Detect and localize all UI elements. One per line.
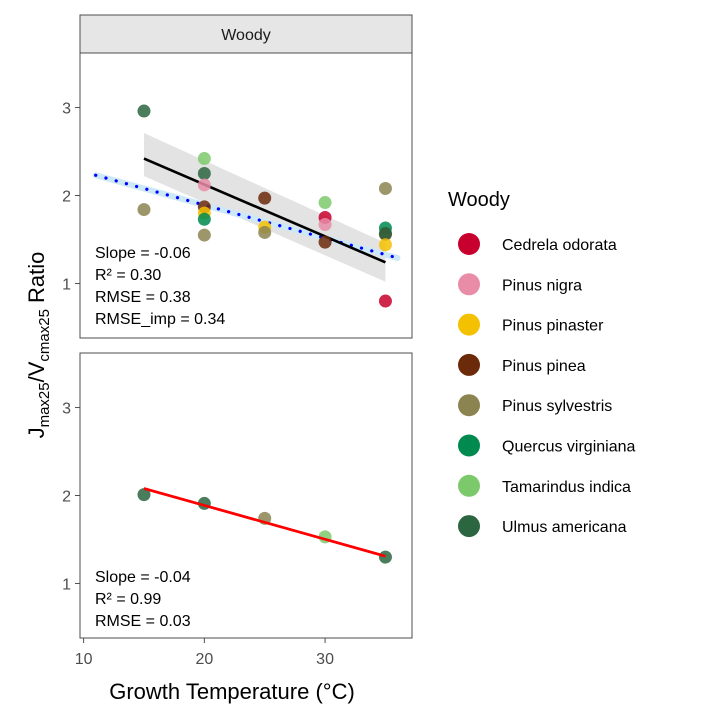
y-tick-label: 2	[62, 189, 71, 206]
x-axis: 10 20 30	[75, 638, 334, 668]
x-tick-label: 30	[316, 651, 334, 668]
legend-key-pinus-pinaster	[458, 313, 480, 336]
data-point-pinus-sylvestris	[137, 203, 151, 217]
data-point-ulmus-americana	[137, 488, 151, 502]
top-annotation-slope: Slope = -0.06	[95, 245, 191, 262]
data-point-ulmus-americana	[137, 104, 151, 118]
x-axis-title: Growth Temperature (°C)	[109, 679, 355, 704]
top-annotation-rmse: RMSE = 0.38	[95, 289, 191, 306]
y-tick-label: 2	[62, 489, 71, 506]
facet-strip-label: Woody	[221, 27, 271, 44]
y-title-j: J	[24, 427, 49, 438]
regression-line	[143, 157, 386, 264]
y-tick-label: 1	[62, 576, 71, 593]
legend-title: Woody	[448, 189, 510, 211]
data-point-pinus-sylvestris	[258, 225, 272, 239]
legend-key-cedrela-odorata	[458, 233, 480, 255]
y-title-v: V	[24, 361, 49, 376]
data-point-pinus-pinea	[318, 235, 332, 249]
legend-key-quercus-virginiana	[458, 434, 480, 457]
legend-label: Tamarindus indica	[502, 479, 631, 496]
y-title-j-sub: max25	[36, 382, 53, 427]
legend-label: Pinus sylvestris	[502, 398, 612, 415]
data-point-pinus-pinea	[258, 191, 272, 205]
data-point-quercus-virginiana	[197, 212, 211, 226]
y-tick-label: 3	[62, 401, 71, 418]
legend-key-tamarindus-indica	[458, 474, 480, 497]
data-point-tamarindus-indica	[318, 196, 332, 210]
data-point-pinus-sylvestris	[197, 228, 211, 242]
data-point-pinus-sylvestris	[378, 181, 392, 195]
bottom-annotation-rmse: RMSE = 0.03	[95, 613, 191, 630]
legend-label: Quercus virginiana	[502, 439, 636, 456]
data-point-pinus-nigra	[197, 178, 211, 192]
legend-key-pinus-pinea	[458, 353, 480, 376]
legend-label: Ulmus americana	[502, 519, 627, 536]
legend-label: Pinus nigra	[502, 277, 582, 294]
x-tick-label: 20	[195, 651, 213, 668]
facet-strip	[79, 14, 413, 54]
data-point-ulmus-americana	[378, 550, 392, 564]
y-tick-label: 1	[62, 276, 71, 293]
legend-key-ulmus-americana	[458, 515, 480, 538]
y-title-suffix: Ratio	[24, 252, 49, 309]
top-annotation-r2: R² = 0.30	[95, 267, 161, 284]
data-point-pinus-pinaster	[378, 238, 392, 252]
legend-label: Pinus pinea	[502, 358, 586, 375]
regression-line-overlay	[143, 487, 386, 558]
legend-label: Pinus pinaster	[502, 318, 604, 335]
bottom-annotation-slope: Slope = -0.04	[95, 569, 191, 586]
bottom-panel: 1 2 3 Slope = -0.04 R² = 0.99 RMSE = 0.03	[62, 352, 413, 639]
data-point-ulmus-americana	[197, 167, 211, 181]
top-panel: 123 Slope = -0.06 R² = 0.30 RMSE = 0.38 …	[62, 52, 413, 339]
data-point-pinus-nigra	[318, 218, 332, 232]
bottom-annotation-r2: R² = 0.99	[95, 591, 161, 608]
y-axis-title: Jmax25/Vcmax25 Ratio	[24, 252, 53, 439]
dotted-trend-line	[94, 173, 400, 260]
legend-key-pinus-nigra	[458, 273, 480, 296]
data-point-cedrela-odorata	[378, 294, 392, 308]
data-point-ulmus-americana	[378, 226, 392, 240]
y-tick-label: 3	[62, 101, 71, 118]
data-point-tamarindus-indica	[197, 152, 211, 166]
legend-label: Cedrela odorata	[502, 237, 617, 254]
bottom-panel-border	[79, 352, 413, 639]
x-tick-label: 10	[75, 651, 93, 668]
legend: Woody Cedrela odorata Pinus nigra Pinus pi…	[448, 189, 636, 538]
legend-key-pinus-sylvestris	[458, 394, 480, 417]
y-title-v-sub: cmax25	[36, 309, 53, 362]
top-annotation-rmse-imp: RMSE_imp = 0.34	[95, 311, 225, 328]
